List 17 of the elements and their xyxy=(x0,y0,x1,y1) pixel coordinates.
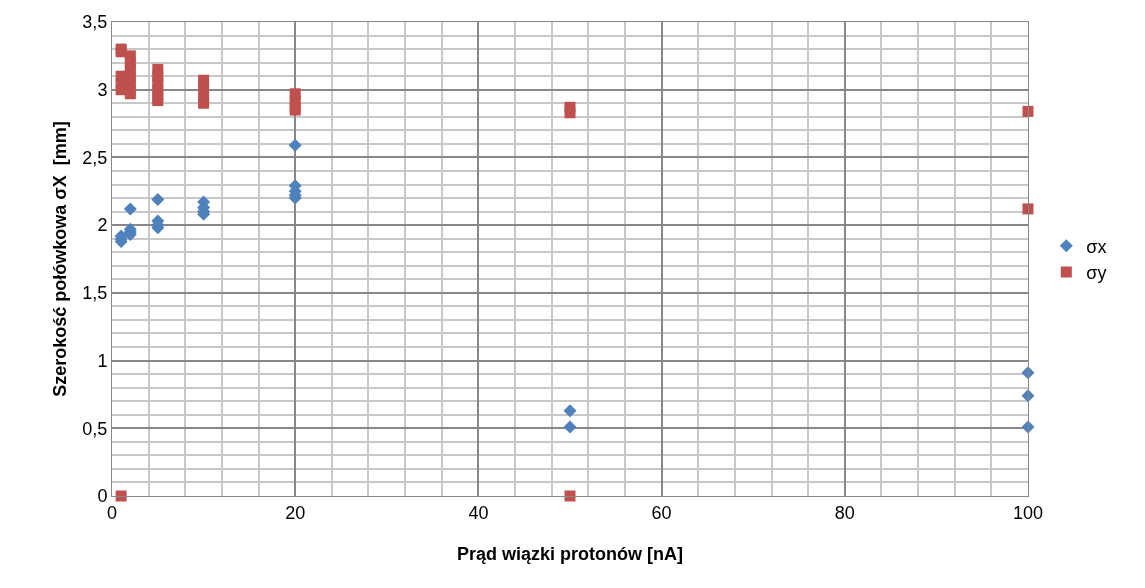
x-tick-label: 60 xyxy=(651,502,672,523)
legend-label: σy xyxy=(1086,263,1107,284)
y-tick-label: 2 xyxy=(97,215,108,236)
x-tick-label: 40 xyxy=(468,502,489,523)
y-tick-label: 0,5 xyxy=(82,418,108,439)
legend-label: σx xyxy=(1086,236,1107,257)
y-tick-label: 2,5 xyxy=(82,147,108,168)
x-tick-label: 20 xyxy=(285,502,306,523)
x-tick-label: 80 xyxy=(834,502,855,523)
x-tick-label: 100 xyxy=(1012,502,1044,523)
y-tick-label: 1,5 xyxy=(82,283,108,304)
y-axis-title: Szerokość połówkowa σX [mm] xyxy=(50,121,70,397)
x-axis-title: Prąd wiązki protonów [nA] xyxy=(456,544,684,564)
y-tick-label: 3,5 xyxy=(82,12,108,33)
y-tick-label: 1 xyxy=(97,350,108,371)
y-tick-label: 0 xyxy=(97,486,108,507)
y-tick-label: 3 xyxy=(97,80,108,101)
